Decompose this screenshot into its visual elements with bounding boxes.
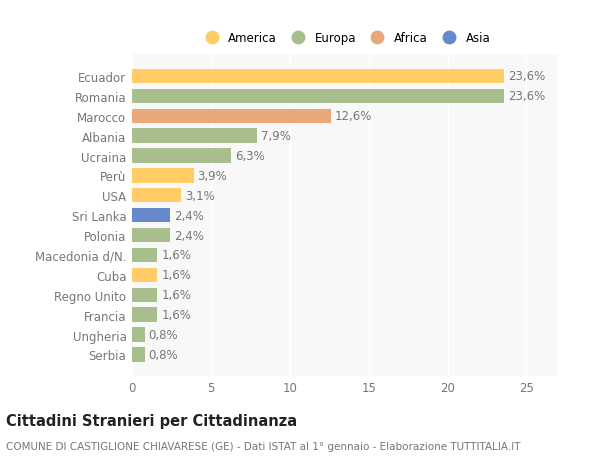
Text: 12,6%: 12,6% xyxy=(335,110,372,123)
Text: 3,1%: 3,1% xyxy=(185,190,215,202)
Text: 7,9%: 7,9% xyxy=(260,130,290,143)
Bar xyxy=(132,149,232,163)
Bar xyxy=(132,347,145,362)
Legend: America, Europa, Africa, Asia: America, Europa, Africa, Asia xyxy=(196,29,494,49)
Bar xyxy=(132,248,157,263)
Text: Cittadini Stranieri per Cittadinanza: Cittadini Stranieri per Cittadinanza xyxy=(6,413,297,428)
Bar xyxy=(132,189,181,203)
Bar xyxy=(132,90,505,104)
Bar xyxy=(132,208,170,223)
Bar xyxy=(132,70,505,84)
Bar xyxy=(132,129,257,144)
Text: 1,6%: 1,6% xyxy=(161,269,191,282)
Text: 0,8%: 0,8% xyxy=(149,348,178,361)
Text: COMUNE DI CASTIGLIONE CHIAVARESE (GE) - Dati ISTAT al 1° gennaio - Elaborazione : COMUNE DI CASTIGLIONE CHIAVARESE (GE) - … xyxy=(6,441,521,451)
Text: 3,9%: 3,9% xyxy=(197,169,227,183)
Text: 2,4%: 2,4% xyxy=(174,209,203,222)
Text: 6,3%: 6,3% xyxy=(235,150,265,162)
Bar xyxy=(132,328,145,342)
Bar xyxy=(132,268,157,282)
Bar xyxy=(132,308,157,322)
Bar xyxy=(132,229,170,243)
Text: 0,8%: 0,8% xyxy=(149,328,178,341)
Text: 1,6%: 1,6% xyxy=(161,249,191,262)
Bar xyxy=(132,109,331,123)
Text: 23,6%: 23,6% xyxy=(508,90,545,103)
Text: 2,4%: 2,4% xyxy=(174,229,203,242)
Text: 1,6%: 1,6% xyxy=(161,308,191,321)
Bar xyxy=(132,169,194,183)
Text: 1,6%: 1,6% xyxy=(161,289,191,302)
Text: 23,6%: 23,6% xyxy=(508,70,545,84)
Bar xyxy=(132,288,157,302)
